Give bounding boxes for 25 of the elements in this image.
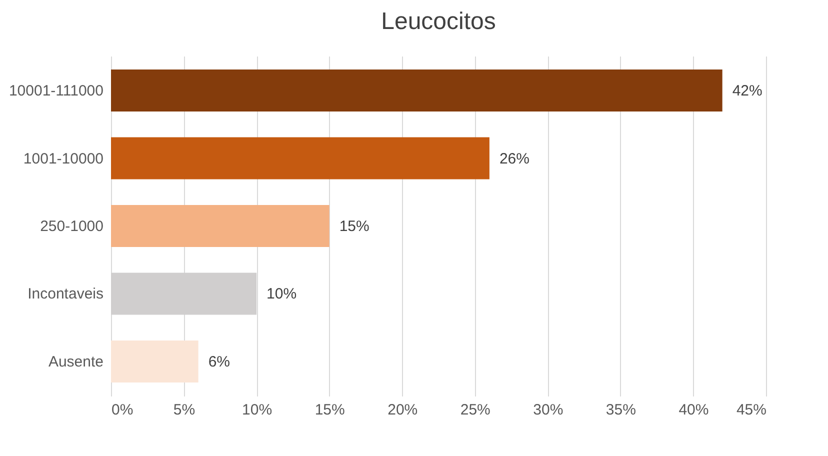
data-label: 42% [732,82,762,100]
x-tick-label: 45% [736,402,766,418]
data-label: 26% [499,150,530,168]
y-tick-label: 1001-10000 [23,150,104,168]
x-tick-label: 30% [533,402,564,418]
bar [111,137,490,180]
chart-title: Leucocitos [381,8,496,35]
data-label: 15% [339,218,370,235]
x-tick-label: 40% [678,402,709,418]
x-tick-label: 20% [388,402,418,418]
y-tick-label: Ausente [48,353,104,370]
bar [111,70,722,112]
x-tick-label: 35% [606,402,636,418]
bar [111,340,198,382]
y-tick-label: 250-1000 [40,218,104,235]
data-label: 10% [266,286,297,303]
data-label: 6% [208,353,230,370]
x-tick-label: 10% [242,402,272,418]
y-tick-label: Incontaveis [28,286,104,303]
x-tick-label: 0% [112,402,134,418]
bar [111,205,330,247]
y-tick-label: 10001-111000 [8,82,104,100]
x-tick-label: 5% [173,402,196,418]
x-tick-label: 15% [314,402,345,418]
x-tick-label: 25% [460,402,490,418]
